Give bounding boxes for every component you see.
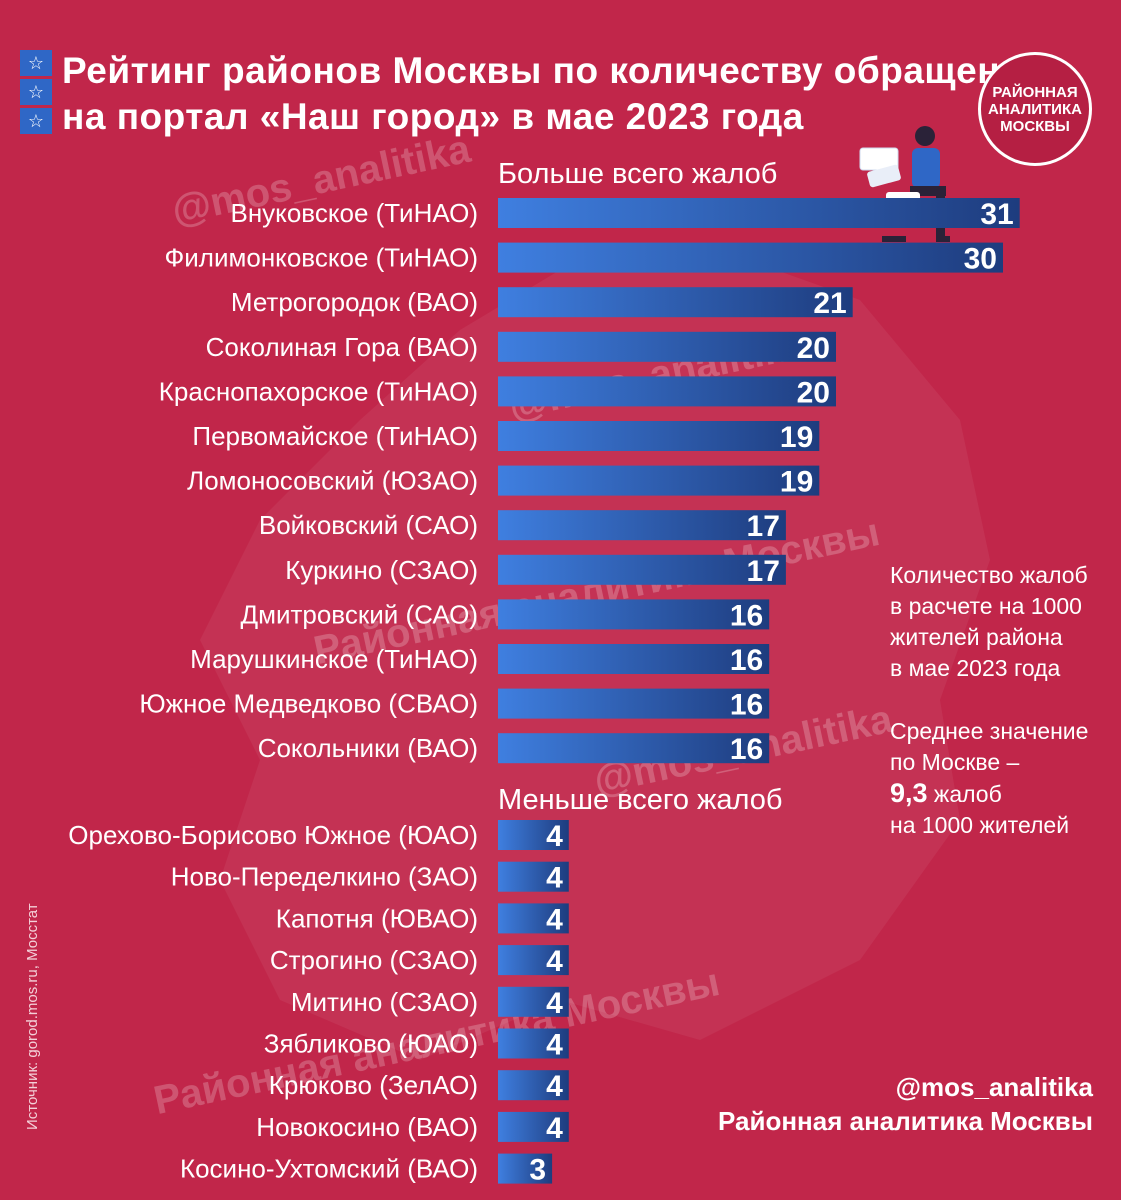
category-label: Соколиная Гора (ВАО) — [206, 332, 478, 362]
value-label: 31 — [980, 198, 1013, 231]
bar — [498, 421, 820, 451]
logo-line2: АНАЛИТИКА — [988, 100, 1082, 118]
bar — [498, 198, 1020, 228]
bar — [498, 331, 836, 362]
category-label: Новокосино (ВАО) — [256, 1112, 478, 1142]
value-label: 17 — [747, 510, 780, 543]
value-label: 4 — [546, 1029, 563, 1062]
category-label: Внуковское (ТиНАО) — [230, 198, 478, 228]
category-label: Орехово-Борисово Южное (ЮАО) — [68, 820, 478, 850]
top-section-heading: Больше всего жалоб — [498, 158, 778, 190]
logo-line3: МОСКВЫ — [1000, 117, 1070, 135]
bar — [498, 1111, 569, 1142]
note-line: в мае 2023 года — [890, 655, 1061, 681]
bar — [498, 465, 820, 496]
bottom-section-heading: Меньше всего жалоб — [498, 784, 783, 816]
value-label: 17 — [747, 555, 780, 588]
category-label: Южное Медведково (СВАО) — [139, 689, 478, 719]
brand-logo: РАЙОННАЯ АНАЛИТИКА МОСКВЫ — [978, 52, 1092, 166]
average-value: 9,3 — [890, 778, 928, 808]
category-label: Зябликово (ЮАО) — [264, 1029, 478, 1059]
value-label: 4 — [546, 1112, 563, 1145]
stars-decoration: ☆ ☆ ☆ — [20, 50, 52, 134]
top-chart: Внуковское (ТиНАО) 31 Филимонковское (ТиНА… — [139, 198, 1020, 766]
value-label: 4 — [546, 987, 563, 1020]
category-label: Марушкинское (ТиНАО) — [190, 644, 478, 674]
value-label: 4 — [546, 945, 563, 978]
note-suffix: жалоб — [927, 781, 1002, 807]
value-label: 4 — [546, 862, 563, 895]
bar — [498, 644, 770, 674]
category-label: Крюково (ЗелАО) — [269, 1070, 478, 1100]
category-label: Капотня (ЮВАО) — [276, 903, 478, 933]
logo-line1: РАЙОННАЯ — [992, 83, 1078, 101]
category-label: Войковский (САО) — [259, 510, 478, 540]
bar — [498, 861, 569, 892]
value-label: 16 — [730, 599, 763, 632]
footer-brand: Районная аналитика Москвы — [718, 1106, 1093, 1136]
star-icon: ☆ — [20, 108, 52, 134]
source-note: Источник: gorod.mos.ru, Мосстат — [24, 903, 41, 1130]
note-line: в расчете на 1000 — [890, 593, 1082, 619]
value-label: 16 — [730, 644, 763, 677]
star-icon: ☆ — [20, 50, 52, 76]
category-label: Дмитровский (САО) — [240, 599, 478, 629]
bar — [498, 287, 853, 318]
category-label: Сокольники (ВАО) — [258, 733, 478, 763]
category-label: Куркино (СЗАО) — [285, 555, 478, 585]
bar — [498, 820, 569, 850]
value-label: 20 — [797, 376, 830, 409]
page-title-line2: на портал «Наш город» в мае 2023 года — [62, 96, 804, 137]
bar — [498, 1028, 569, 1059]
category-label: Филимонковское (ТиНАО) — [165, 243, 479, 273]
bar — [498, 510, 786, 541]
value-label: 20 — [797, 332, 830, 365]
category-label: Косино-Ухтомский (ВАО) — [180, 1154, 478, 1184]
bar — [498, 986, 569, 1017]
value-label: 4 — [546, 903, 563, 936]
bar — [498, 554, 786, 585]
bar — [498, 1153, 553, 1184]
bar — [498, 242, 1003, 273]
bar — [498, 903, 569, 934]
note-line: по Москве – — [890, 749, 1020, 775]
note-line: жителей района — [890, 624, 1063, 650]
value-label: 4 — [546, 820, 563, 853]
value-label: 21 — [813, 287, 846, 320]
value-label: 19 — [780, 421, 813, 454]
category-label: Первомайское (ТиНАО) — [192, 421, 478, 451]
bar — [498, 599, 770, 630]
note-line: Среднее значение — [890, 718, 1089, 744]
average-note: Среднее значение по Москве – 9,3 жалоб н… — [890, 716, 1088, 841]
bar — [498, 733, 770, 764]
note-line: Количество жалоб — [890, 562, 1088, 588]
category-label: Ломоносовский (ЮЗАО) — [187, 466, 478, 496]
category-label: Митино (СЗАО) — [291, 987, 478, 1017]
category-label: Строгино (СЗАО) — [270, 945, 478, 975]
footer-handle: @mos_analitika — [895, 1072, 1093, 1102]
page-title-line1: Рейтинг районов Москвы по количеству обр… — [62, 50, 1047, 91]
category-label: Метрогородок (ВАО) — [231, 287, 478, 317]
bar — [498, 376, 836, 407]
note-line: 9,3 жалоб — [890, 778, 1088, 810]
star-icon: ☆ — [20, 79, 52, 105]
bar — [498, 1070, 569, 1101]
value-label: 16 — [730, 733, 763, 766]
bar — [498, 945, 569, 976]
bar — [498, 688, 770, 719]
bottom-chart: Орехово-Борисово Южное (ЮАО) 4 Ново-Переде… — [68, 820, 569, 1187]
value-label: 16 — [730, 689, 763, 722]
category-label: Краснопахорское (ТиНАО) — [159, 376, 478, 406]
value-label: 30 — [964, 243, 997, 276]
value-label: 19 — [780, 466, 813, 499]
value-label: 3 — [529, 1154, 546, 1187]
category-label: Ново-Переделкино (ЗАО) — [171, 862, 478, 892]
value-label: 4 — [546, 1070, 563, 1103]
note-line: на 1000 жителей — [890, 812, 1070, 838]
per-1000-note: Количество жалоб в расчете на 1000 жител… — [890, 560, 1088, 684]
